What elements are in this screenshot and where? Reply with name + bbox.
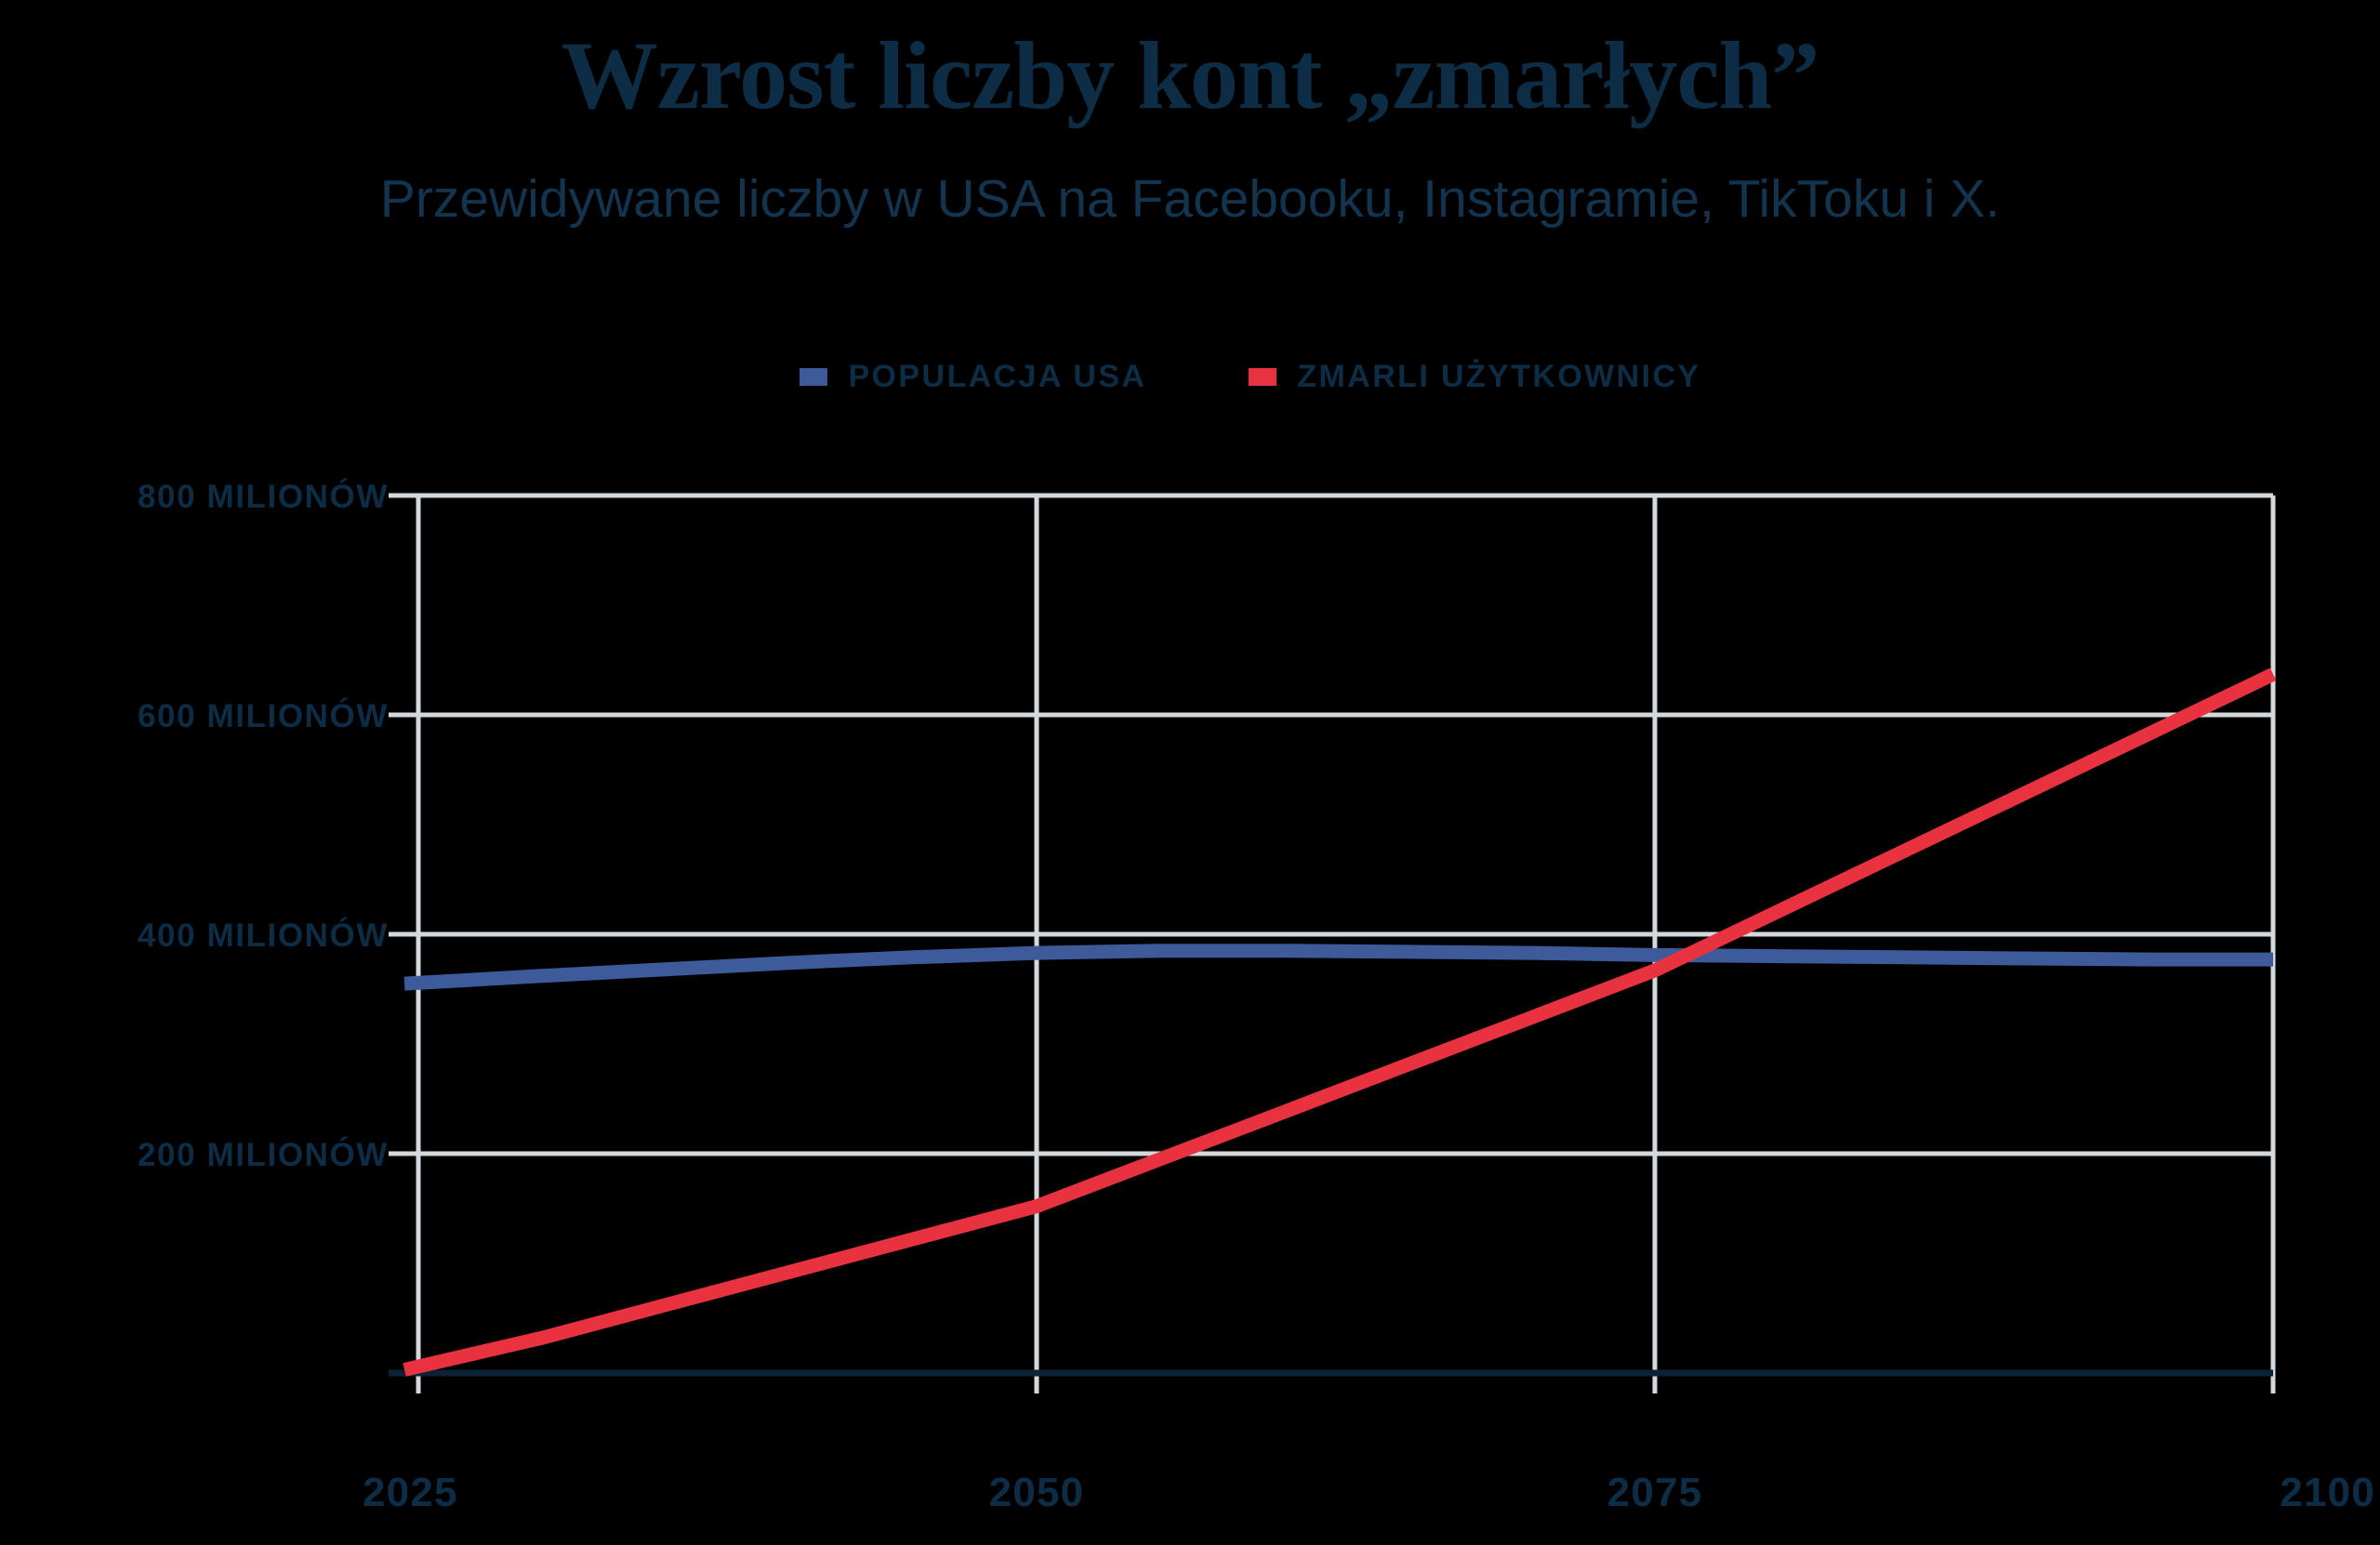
x-axis-tick-label: 2100 xyxy=(2280,1470,2375,1515)
gridlines xyxy=(389,493,2276,1393)
x-axis-tick-labels: 2025 2050 2075 2100 xyxy=(363,1470,2375,1515)
y-axis-tick-label: 800 MILIONÓW xyxy=(138,478,389,515)
line-swatch-icon xyxy=(800,368,828,386)
y-axis-tick-label: 200 MILIONÓW xyxy=(138,1136,389,1173)
line-swatch-icon xyxy=(1249,368,1277,386)
data-series xyxy=(403,667,2277,1377)
page-subtitle: Przewidywane liczby w USA na Facebooku, … xyxy=(379,169,2001,229)
legend-label-populacja-usa: POPULACJA USA xyxy=(848,359,1147,394)
x-axis-tick-label: 2050 xyxy=(989,1470,1085,1515)
x-axis-tick-label: 2025 xyxy=(363,1470,458,1515)
legend-item-populacja-usa[interactable]: POPULACJA USA xyxy=(800,359,1146,395)
y-axis-tick-labels: 200 MILIONÓW 400 MILIONÓW 600 MILIONÓW 800 … xyxy=(138,478,389,1173)
y-axis-tick-label: 400 MILIONÓW xyxy=(138,917,389,954)
x-axis-tick-label: 2075 xyxy=(1607,1470,1703,1515)
legend-label-zmarli-uzytkownicy: ZMARLI UŻYTKOWNICY xyxy=(1297,359,1701,394)
series-line-zmarli-uzytkownicy xyxy=(403,667,2277,1377)
series-line-populacja-usa xyxy=(403,944,2273,991)
y-axis-tick-label: 600 MILIONÓW xyxy=(138,697,389,734)
chart-legend: POPULACJA USA ZMARLI UŻYTKOWNICY xyxy=(0,359,2380,395)
page-title: Wzrost liczby kont „zmarłych” xyxy=(561,22,1820,129)
legend-item-zmarli-uzytkownicy[interactable]: ZMARLI UŻYTKOWNICY xyxy=(1249,359,1700,395)
